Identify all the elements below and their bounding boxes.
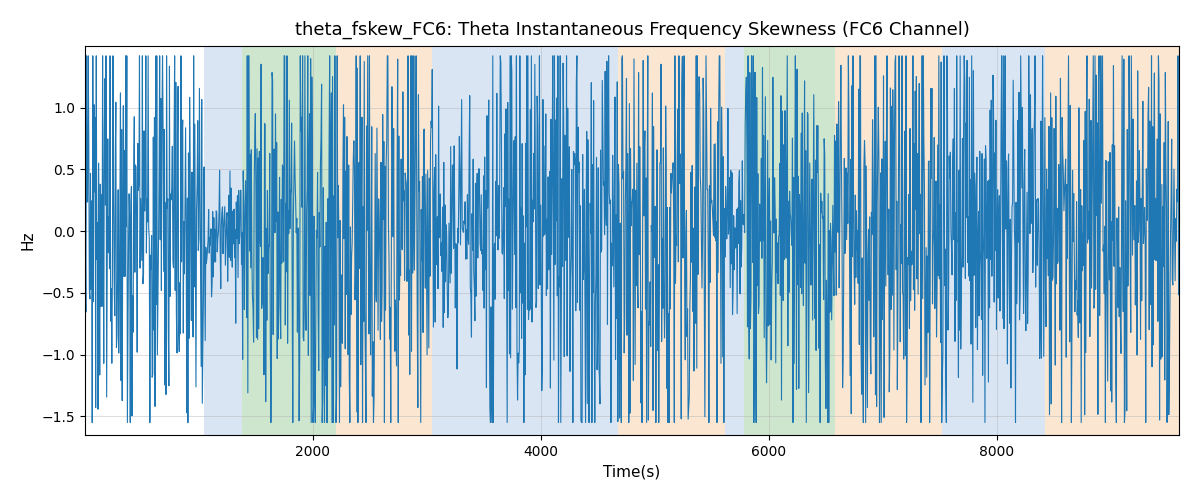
Bar bbox=[744, 46, 835, 435]
Bar bbox=[1045, 46, 1180, 435]
Title: theta_fskew_FC6: Theta Instantaneous Frequency Skewness (FC6 Channel): theta_fskew_FC6: Theta Instantaneous Fre… bbox=[294, 21, 970, 39]
Bar bbox=[726, 46, 744, 435]
Bar bbox=[942, 46, 1045, 435]
Bar bbox=[336, 46, 432, 435]
Bar bbox=[618, 46, 726, 435]
X-axis label: Time(s): Time(s) bbox=[604, 464, 660, 479]
Bar bbox=[835, 46, 942, 435]
Y-axis label: Hz: Hz bbox=[20, 230, 36, 250]
Bar bbox=[204, 46, 242, 435]
Bar bbox=[242, 46, 336, 435]
Bar bbox=[432, 46, 618, 435]
